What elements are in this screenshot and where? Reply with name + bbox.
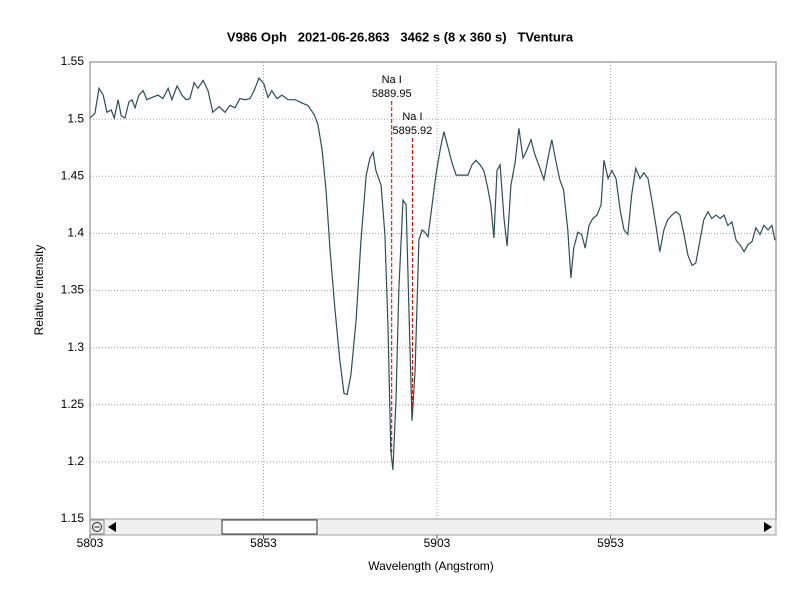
annotation-name: Na I xyxy=(382,74,402,86)
annotation-wavelength: 5895.92 xyxy=(393,125,433,137)
scroll-right-button[interactable] xyxy=(764,522,772,532)
scroll-left-button[interactable] xyxy=(108,522,116,532)
plot-area xyxy=(89,62,776,519)
x-tick-label: 5953 xyxy=(597,536,624,550)
chart-title: V986 Oph 2021-06-26.863 3462 s (8 x 360 … xyxy=(227,29,574,44)
scrollbar[interactable] xyxy=(89,518,777,536)
y-tick-label: 1.15 xyxy=(61,511,85,525)
y-tick-label: 1.2 xyxy=(67,454,84,468)
x-tick-label: 5803 xyxy=(77,536,104,550)
zoom-out-icon xyxy=(92,522,102,532)
x-axis-label: Wavelength (Angstrom) xyxy=(368,559,494,573)
annotation-name: Na I xyxy=(402,111,422,123)
spectrum-line xyxy=(89,76,776,470)
y-tick-label: 1.5 xyxy=(67,111,84,125)
scroll-thumb[interactable] xyxy=(221,519,318,535)
y-tick-label: 1.45 xyxy=(61,168,85,182)
y-axis-label: Relative intensity xyxy=(32,245,46,336)
y-tick-label: 1.35 xyxy=(61,283,85,297)
x-tick-label: 5853 xyxy=(250,536,277,550)
annotation-wavelength: 5889.95 xyxy=(372,88,412,100)
y-tick-label: 1.55 xyxy=(61,54,85,68)
y-tick-label: 1.25 xyxy=(61,397,85,411)
y-tick-label: 1.4 xyxy=(67,226,84,240)
y-tick-label: 1.3 xyxy=(67,340,84,354)
scroll-track[interactable] xyxy=(89,518,777,536)
x-tick-label: 5903 xyxy=(424,536,451,550)
